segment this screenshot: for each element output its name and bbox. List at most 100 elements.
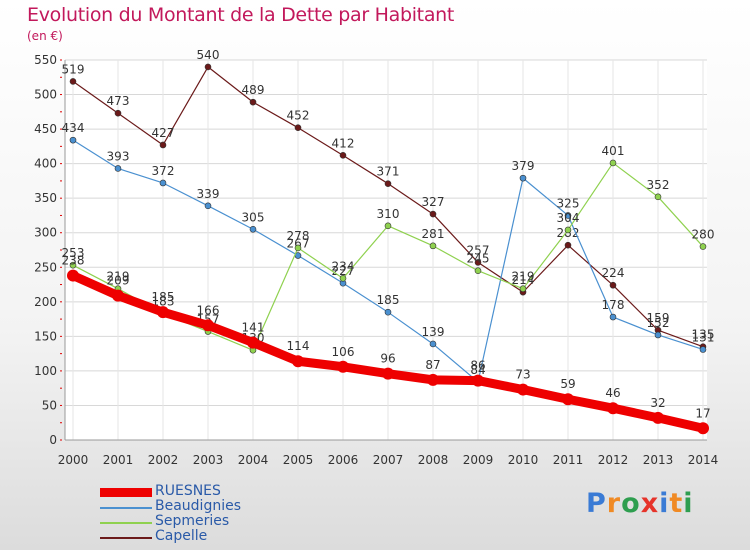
data-point-ruesnes [562,393,574,406]
legend-label: Capelle [155,528,208,544]
data-label-ruesnes: 209 [107,274,130,288]
data-label-beaudignies: 393 [107,149,130,163]
data-label-ruesnes: 141 [242,321,265,335]
data-point-sepmeries [699,243,707,250]
data-label-beaudignies: 339 [197,187,220,201]
data-point-ruesnes [697,422,709,435]
x-tick-label: 2013 [643,453,674,467]
data-label-ruesnes: 166 [197,303,220,317]
x-tick-label: 2007 [373,453,404,467]
data-label-beaudignies: 139 [422,325,445,339]
proxiti-logo: Proxiti [586,488,694,519]
data-point-sepmeries [609,159,617,167]
data-point-ruesnes [427,373,439,386]
data-label-ruesnes: 185 [152,290,175,304]
data-point-capelle [384,180,392,187]
data-label-capelle: 427 [152,126,175,140]
y-tick-label: 250 [34,260,57,274]
data-point-beaudignies [519,174,527,182]
data-label-beaudignies: 84 [470,363,485,377]
data-label-sepmeries: 278 [287,229,310,243]
data-label-capelle: 540 [197,48,220,62]
x-tick-label: 2002 [148,453,179,467]
data-label-beaudignies: 267 [287,237,310,251]
data-label-sepmeries: 183 [152,295,175,309]
x-tick-label: 2006 [328,453,359,467]
data-label-ruesnes: 59 [560,377,575,391]
data-label-capelle: 452 [287,109,310,123]
data-label-capelle: 473 [107,94,130,108]
data-point-beaudignies [429,340,437,348]
data-label-beaudignies: 152 [647,316,670,330]
data-point-sepmeries [564,226,572,234]
data-label-beaudignies: 178 [602,298,625,312]
data-label-beaudignies: 131 [692,330,715,344]
data-point-beaudignies [249,225,257,233]
data-point-ruesnes [382,367,394,380]
data-label-ruesnes: 238 [62,254,85,268]
legend-swatch [100,537,152,539]
data-label-ruesnes: 114 [287,339,310,353]
x-tick-label: 2000 [58,453,89,467]
data-label-beaudignies: 185 [377,293,400,307]
x-tick-label: 2010 [508,453,539,467]
legend-label: Beaudignies [155,498,242,514]
data-point-sepmeries [69,261,77,269]
data-point-beaudignies [384,308,392,316]
data-point-ruesnes [112,289,124,302]
data-label-sepmeries: 253 [62,246,85,260]
data-point-beaudignies [609,313,617,321]
data-point-sepmeries [339,275,347,282]
data-label-sepmeries: 280 [692,228,715,242]
data-label-sepmeries: 234 [332,259,355,273]
data-point-sepmeries [474,267,482,275]
data-point-capelle [69,78,77,85]
data-point-capelle [204,63,212,71]
data-label-sepmeries: 281 [422,227,445,241]
legend-label: Sepmeries [155,513,230,529]
data-point-ruesnes [157,306,169,319]
y-tick-label: 500 [34,88,57,102]
data-point-capelle [114,109,122,117]
data-label-sepmeries: 219 [107,270,130,284]
legend-swatch [100,488,152,497]
y-tick-label: 0 [49,433,57,447]
data-label-capelle: 214 [512,273,535,287]
data-label-beaudignies: 372 [152,164,175,178]
data-label-capelle: 489 [242,83,265,97]
data-point-beaudignies [69,136,77,144]
x-tick-label: 2005 [283,453,314,467]
legend-swatch [100,507,152,509]
data-label-beaudignies: 325 [557,196,580,210]
data-point-capelle [474,259,482,266]
x-tick-label: 2012 [598,453,629,467]
x-tick-label: 2011 [553,453,584,467]
data-point-sepmeries [654,193,662,201]
data-label-sepmeries: 245 [467,252,490,266]
y-tick-label: 150 [34,329,57,343]
data-point-ruesnes [652,411,664,424]
x-tick-label: 2009 [463,453,494,467]
y-tick-label: 100 [34,364,57,378]
data-label-sepmeries: 352 [647,178,670,192]
data-point-capelle [159,141,167,149]
data-label-capelle: 519 [62,62,85,76]
legend-label: RUESNES [155,483,221,499]
data-point-sepmeries [429,242,437,250]
legend-swatch [100,522,152,524]
y-tick-label: 450 [34,122,57,136]
y-tick-label: 50 [42,398,57,412]
data-point-beaudignies [654,331,662,339]
data-point-ruesnes [292,355,304,368]
data-point-ruesnes [337,360,349,373]
data-label-sepmeries: 310 [377,207,400,221]
data-point-capelle [564,241,572,249]
data-label-ruesnes: 96 [380,352,395,366]
data-point-ruesnes [472,374,484,387]
x-tick-label: 2004 [238,453,269,467]
data-label-ruesnes: 87 [425,358,440,372]
data-label-ruesnes: 32 [650,396,665,410]
data-label-capelle: 224 [602,266,625,280]
